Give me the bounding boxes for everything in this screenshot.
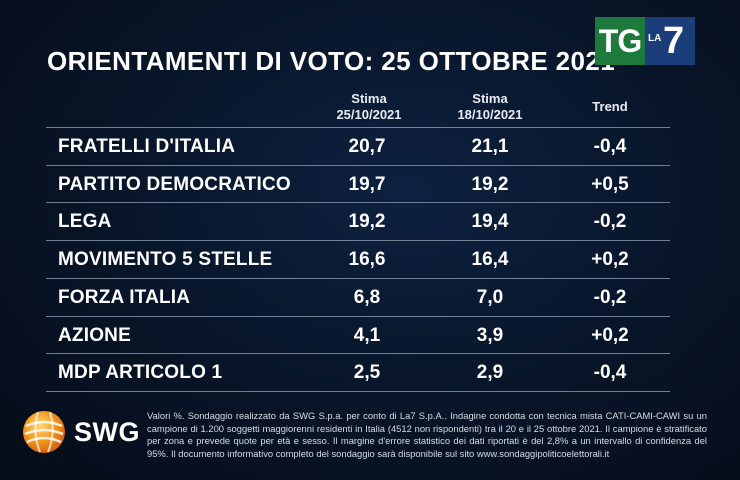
table-row: FRATELLI D'ITALIA 20,7 21,1 -0,4 bbox=[46, 127, 670, 164]
table-divider bbox=[46, 315, 670, 317]
column-header-stima-18: Stima 18/10/2021 bbox=[434, 91, 546, 123]
party-name: PARTITO DEMOCRATICO bbox=[58, 173, 291, 195]
table-row: MDP ARTICOLO 1 2,5 2,9 -0,4 bbox=[46, 353, 670, 390]
table-divider bbox=[46, 127, 670, 128]
table-divider bbox=[46, 390, 670, 392]
stima-18-value: 2,9 bbox=[476, 362, 504, 384]
stima-18-value: 19,4 bbox=[471, 211, 509, 233]
table-row: FORZA ITALIA 6,8 7,0 -0,2 bbox=[46, 278, 670, 315]
tg-la7-logo: TG LA 7 bbox=[595, 17, 695, 65]
column-header-stima-25: Stima 25/10/2021 bbox=[313, 91, 425, 123]
trend-value: -0,2 bbox=[593, 286, 627, 308]
party-name: FORZA ITALIA bbox=[58, 286, 191, 308]
stima-18-value: 19,2 bbox=[471, 173, 509, 195]
table-divider bbox=[46, 277, 670, 279]
stima-18-value: 21,1 bbox=[471, 136, 509, 157]
party-name: AZIONE bbox=[58, 324, 131, 346]
table-divider bbox=[46, 202, 670, 204]
party-name: LEGA bbox=[58, 211, 112, 233]
table-row: MOVIMENTO 5 STELLE 16,6 16,4 +0,2 bbox=[46, 240, 670, 277]
party-name: MOVIMENTO 5 STELLE bbox=[58, 249, 273, 271]
stima-25-value: 19,2 bbox=[348, 211, 386, 233]
table-divider bbox=[46, 240, 670, 242]
party-name: FRATELLI D'ITALIA bbox=[58, 136, 236, 157]
column-header-label: Stima bbox=[472, 91, 508, 106]
column-header-date: 18/10/2021 bbox=[457, 107, 523, 122]
trend-value: -0,4 bbox=[593, 362, 627, 384]
column-header-label: Trend bbox=[592, 99, 628, 114]
trend-value: -0,4 bbox=[593, 136, 627, 157]
logo-la7-block: LA 7 bbox=[645, 17, 695, 65]
stima-25-value: 2,5 bbox=[353, 362, 381, 384]
logo-tg-text: TG bbox=[595, 17, 645, 65]
party-name: MDP ARTICOLO 1 bbox=[58, 362, 223, 384]
column-header-trend: Trend bbox=[570, 99, 650, 115]
column-header-date: 25/10/2021 bbox=[336, 107, 402, 122]
logo-la-text: LA bbox=[648, 33, 662, 44]
stima-18-value: 3,9 bbox=[476, 324, 504, 346]
table-row: LEGA 19,2 19,4 -0,2 bbox=[46, 202, 670, 239]
stima-25-value: 4,1 bbox=[353, 324, 381, 346]
table-divider bbox=[46, 353, 670, 355]
table-row: PARTITO DEMOCRATICO 19,7 19,2 +0,5 bbox=[46, 165, 670, 202]
trend-value: +0,5 bbox=[591, 173, 629, 195]
trend-value: -0,2 bbox=[593, 211, 627, 233]
column-header-label: Stima bbox=[351, 91, 387, 106]
table-row: AZIONE 4,1 3,9 +0,2 bbox=[46, 316, 670, 353]
swg-globe-icon bbox=[23, 411, 65, 453]
stima-18-value: 7,0 bbox=[476, 286, 504, 308]
trend-value: +0,2 bbox=[591, 249, 629, 271]
trend-value: +0,2 bbox=[591, 324, 629, 346]
table-divider bbox=[46, 164, 670, 166]
methodology-note: Valori %. Sondaggio realizzato da SWG S.… bbox=[147, 410, 707, 459]
stima-25-value: 19,7 bbox=[348, 173, 386, 195]
logo-seven-text: 7 bbox=[663, 20, 685, 62]
swg-logo: SWG bbox=[20, 408, 140, 456]
page-title: ORIENTAMENTI DI VOTO: 25 OTTOBRE 2021 bbox=[47, 46, 616, 76]
stima-18-value: 16,4 bbox=[471, 249, 509, 271]
stima-25-value: 16,6 bbox=[348, 249, 386, 271]
stima-25-value: 6,8 bbox=[353, 286, 381, 308]
stima-25-value: 20,7 bbox=[348, 136, 386, 157]
swg-brand-name: SWG bbox=[74, 416, 140, 447]
